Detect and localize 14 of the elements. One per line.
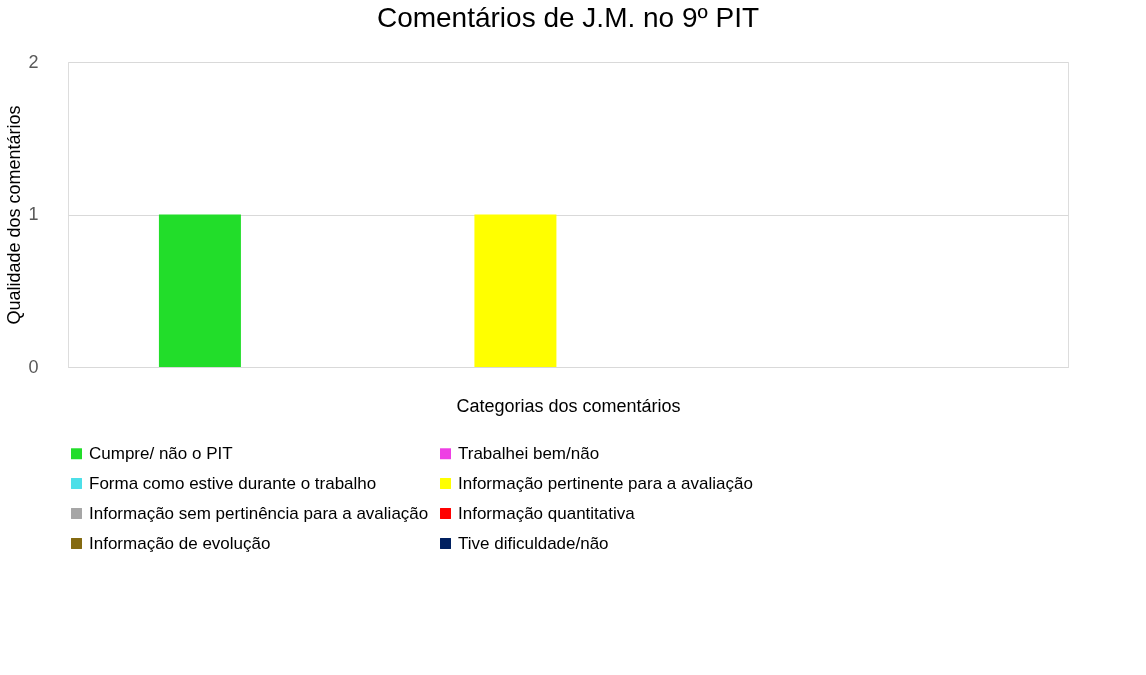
legend-label: Informação sem pertinência para a avaliação [89, 503, 429, 523]
y-axis-title: Qualidade dos comentários [4, 105, 25, 325]
y-tick-label: 1 [28, 204, 39, 224]
chart-title: Comentários de J.M. no 9º PIT [376, 2, 760, 33]
legend-label: Informação quantitativa [458, 503, 636, 523]
y-tick-label: 2 [28, 51, 39, 72]
legend-label: Forma como estive durante o trabalho [89, 473, 377, 493]
y-tick-label: 0 [28, 356, 39, 377]
legend-label: Cumpre/ não o PIT [89, 443, 233, 463]
legend-label: Informação de evolução [89, 533, 271, 553]
legend-label: Informação pertinente para a avaliação [458, 473, 753, 493]
legend-label: Trabalhei bem/não [458, 443, 600, 463]
x-axis-title: Categorias dos comentários [456, 395, 681, 416]
legend-label: Tive dificuldade/não [458, 533, 609, 553]
